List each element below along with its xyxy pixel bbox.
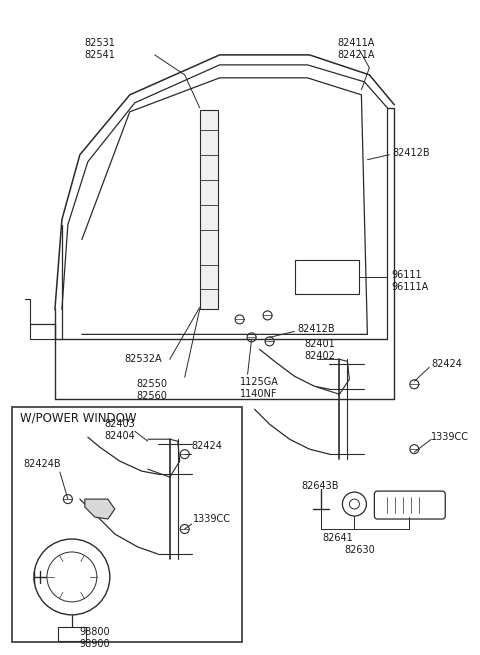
Text: 82643B: 82643B xyxy=(301,481,339,491)
Text: 82550
82560: 82550 82560 xyxy=(136,379,167,402)
FancyBboxPatch shape xyxy=(374,491,445,519)
Text: 82403
82404: 82403 82404 xyxy=(105,419,135,441)
Bar xyxy=(200,110,217,309)
Text: W/POWER WINDOW: W/POWER WINDOW xyxy=(20,411,136,424)
Text: 82401
82402: 82401 82402 xyxy=(304,339,336,362)
Text: 82424: 82424 xyxy=(431,360,462,369)
Text: 1125GA
1140NF: 1125GA 1140NF xyxy=(240,377,278,400)
Bar xyxy=(295,259,360,295)
Text: 82641: 82641 xyxy=(322,533,353,543)
Text: 82424: 82424 xyxy=(192,441,223,451)
Text: 1339CC: 1339CC xyxy=(431,432,469,442)
Text: 82424B: 82424B xyxy=(23,459,60,469)
Text: 96111
96111A: 96111 96111A xyxy=(391,271,429,293)
Polygon shape xyxy=(85,499,115,519)
Bar xyxy=(58,627,86,641)
Text: 82630: 82630 xyxy=(344,545,375,555)
Text: 1339CC: 1339CC xyxy=(192,514,231,524)
Text: 82532A: 82532A xyxy=(125,354,162,364)
Bar xyxy=(12,407,241,642)
Text: 82531
82541: 82531 82541 xyxy=(84,38,115,60)
Text: 82412B: 82412B xyxy=(298,324,335,335)
Text: 82412B: 82412B xyxy=(392,148,430,158)
Text: 98800
98900: 98800 98900 xyxy=(80,627,110,649)
Text: 82411A
82421A: 82411A 82421A xyxy=(337,38,375,60)
